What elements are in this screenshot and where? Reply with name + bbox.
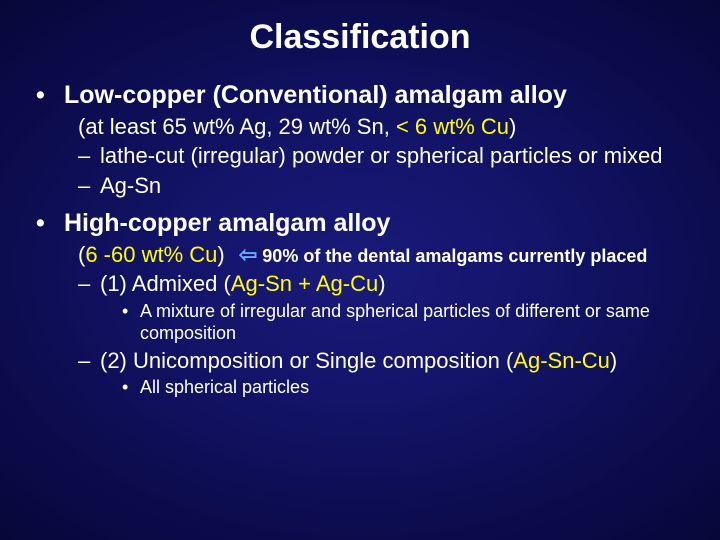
slide: Classification • Low-copper (Conventiona… bbox=[0, 0, 720, 540]
dash-marker: – bbox=[78, 270, 100, 298]
dash2-yellow: Ag-Sn-Cu bbox=[513, 348, 610, 373]
dot-text: All spherical particles bbox=[140, 376, 684, 399]
composition-highlight: < 6 wt% Cu bbox=[396, 114, 509, 139]
arrow-note: ⇦ 90% of the dental amalgams currently p… bbox=[239, 246, 648, 266]
composition-prefix: (at least 65 wt% Ag, 29 wt% Sn, bbox=[78, 114, 396, 139]
dash-marker: – bbox=[78, 142, 100, 170]
dash1-post: ) bbox=[378, 271, 385, 296]
low-copper-dash-1: – lathe-cut (irregular) powder or spheri… bbox=[78, 142, 684, 170]
dash-text: Ag-Sn bbox=[100, 172, 684, 200]
dot-marker: • bbox=[122, 376, 140, 399]
heading-low-copper: • Low-copper (Conventional) amalgam allo… bbox=[36, 81, 684, 110]
dash-marker: – bbox=[78, 347, 100, 375]
dash-text: lathe-cut (irregular) powder or spherica… bbox=[100, 142, 684, 170]
bullet-marker: • bbox=[36, 81, 64, 110]
dash-marker: – bbox=[78, 172, 100, 200]
dot-text: A mixture of irregular and spherical par… bbox=[140, 300, 684, 345]
composition-suffix: ) bbox=[217, 242, 224, 267]
bullet-marker: • bbox=[36, 209, 64, 238]
admixed-sub: • A mixture of irregular and spherical p… bbox=[122, 300, 684, 345]
dash-text: (1) Admixed (Ag-Sn + Ag-Cu) bbox=[100, 270, 684, 298]
heading-text: High-copper amalgam alloy bbox=[64, 209, 684, 238]
dash1-yellow: Ag-Sn + Ag-Cu bbox=[231, 271, 378, 296]
composition-highlight: 6 -60 wt% Cu bbox=[85, 242, 217, 267]
unicomposition-sub: • All spherical particles bbox=[122, 376, 684, 399]
heading-text: Low-copper (Conventional) amalgam alloy bbox=[64, 81, 684, 110]
heading-high-copper: • High-copper amalgam alloy bbox=[36, 209, 684, 238]
arrow-note-text: 90% of the dental amalgams currently pla… bbox=[262, 246, 647, 266]
dash2-pre: (2) Unicomposition or Single composition… bbox=[100, 348, 513, 373]
high-copper-dash-1: – (1) Admixed (Ag-Sn + Ag-Cu) bbox=[78, 270, 684, 298]
dash1-pre: (1) Admixed ( bbox=[100, 271, 231, 296]
slide-content: • Low-copper (Conventional) amalgam allo… bbox=[0, 81, 720, 399]
dot-marker: • bbox=[122, 300, 140, 345]
arrow-icon: ⇦ bbox=[239, 242, 257, 267]
dash2-post: ) bbox=[610, 348, 617, 373]
slide-title: Classification bbox=[0, 18, 720, 57]
composition-suffix: ) bbox=[509, 114, 516, 139]
high-copper-composition-line: (6 -60 wt% Cu) ⇦ 90% of the dental amalg… bbox=[78, 242, 684, 268]
high-copper-dash-2: – (2) Unicomposition or Single compositi… bbox=[78, 347, 684, 375]
low-copper-composition: (at least 65 wt% Ag, 29 wt% Sn, < 6 wt% … bbox=[78, 114, 684, 140]
low-copper-dash-2: – Ag-Sn bbox=[78, 172, 684, 200]
dash-text: (2) Unicomposition or Single composition… bbox=[100, 347, 684, 375]
